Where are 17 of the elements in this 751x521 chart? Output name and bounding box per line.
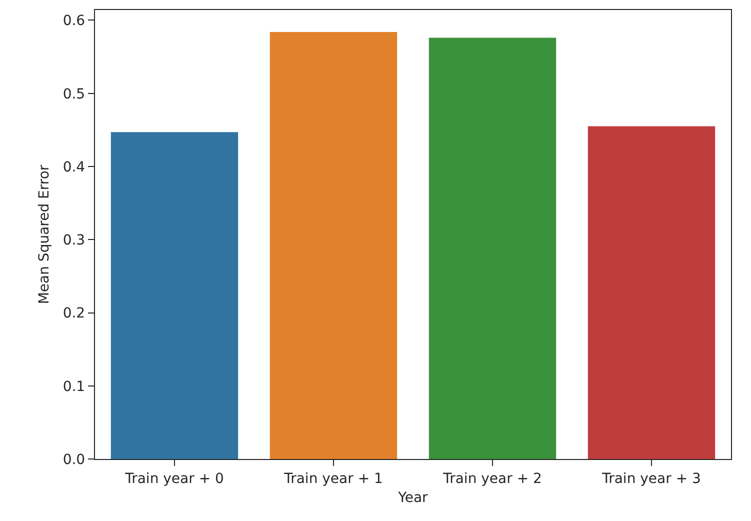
y-tick-label: 0.5 (62, 86, 86, 102)
bar (270, 32, 398, 459)
y-tick-label: 0.3 (62, 232, 86, 249)
bar (588, 126, 716, 459)
y-tick-label: 0.1 (62, 378, 86, 395)
y-axis-title: Mean Squared Error (36, 164, 52, 304)
x-tick-label: Train year + 3 (601, 470, 701, 487)
y-tick-label: 0.4 (62, 159, 86, 176)
x-tick-label: Train year + 2 (442, 470, 542, 487)
bar (428, 38, 556, 459)
bar (110, 132, 238, 459)
x-axis-title: Year (397, 490, 428, 506)
x-tick-label: Train year + 1 (283, 470, 383, 487)
y-tick-label: 0.2 (62, 306, 86, 322)
y-tick-label: 0.0 (62, 452, 86, 468)
y-tick-label: 0.6 (62, 13, 86, 30)
x-tick-label: Train year + 0 (124, 470, 224, 487)
